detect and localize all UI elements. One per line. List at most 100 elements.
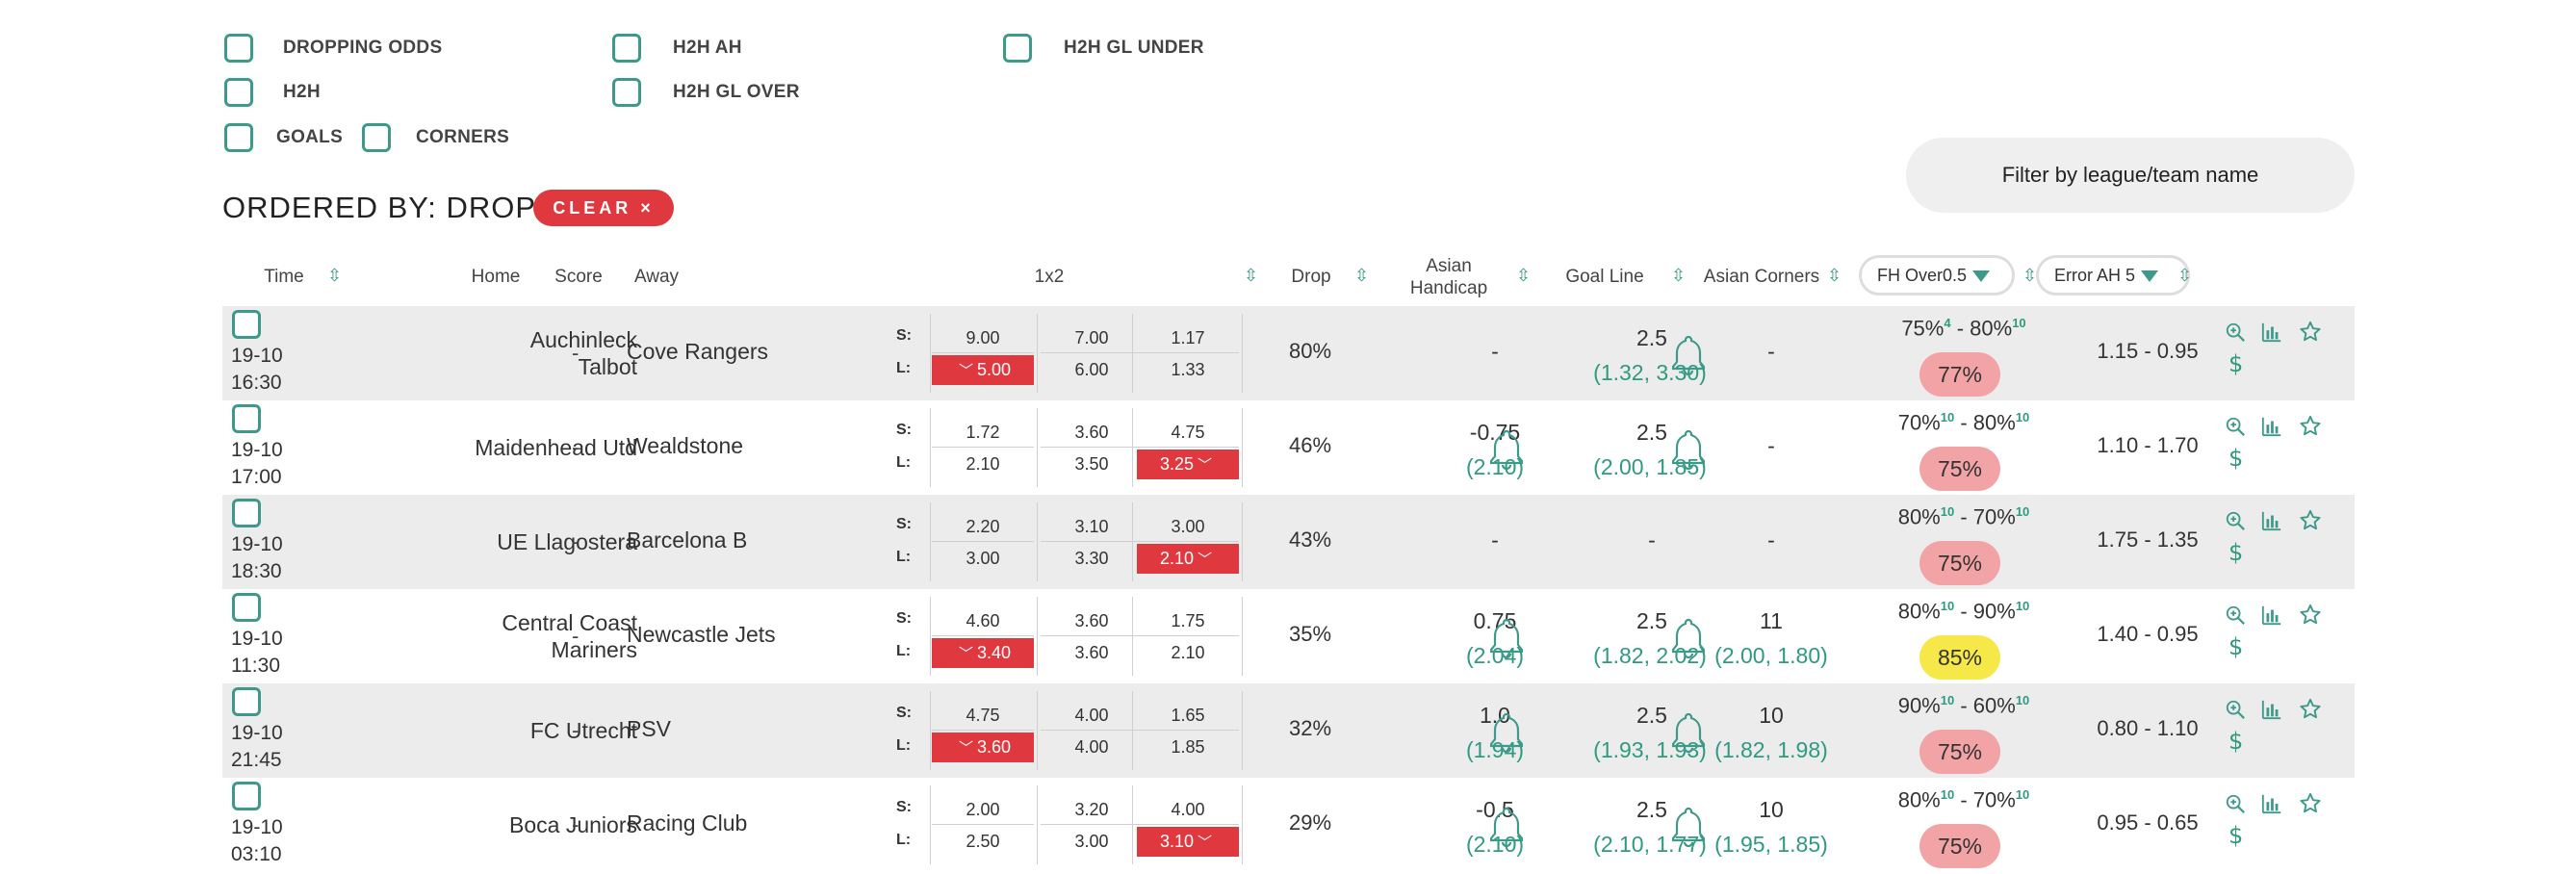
stats-chart-icon[interactable]	[2260, 416, 2283, 442]
filter-checkbox-dropping-odds[interactable]	[224, 34, 253, 63]
sort-drop-icon[interactable]: ⇳	[1354, 266, 1370, 285]
away-team[interactable]: Barcelona B	[627, 527, 748, 553]
row-checkbox[interactable]	[232, 782, 261, 810]
odds-row-divider	[1137, 352, 1239, 353]
home-team[interactable]: Auchinleck Talbot	[328, 306, 637, 400]
odds-divider	[1037, 314, 1038, 393]
match-date: 19-10	[231, 628, 283, 650]
fh-value-b: 60%	[1972, 693, 2016, 718]
asian-corners-odds: (1.95, 1.85)	[1714, 832, 1828, 857]
filter-checkbox-h2h-ah[interactable]	[612, 34, 641, 63]
odds-latest: 3.30	[1074, 549, 1109, 568]
odds-divider	[1132, 597, 1133, 676]
filter-checkbox-h2h-gl-over[interactable]	[612, 78, 641, 107]
home-team[interactable]: Maidenhead Utd	[328, 400, 637, 495]
stats-chart-icon[interactable]	[2260, 699, 2283, 725]
odds-latest: 2.50	[966, 832, 1000, 851]
sort-goal-line-icon[interactable]: ⇳	[1671, 266, 1687, 285]
away-team[interactable]: Wealdstone	[627, 433, 744, 458]
odds-start: 3.00	[1171, 517, 1205, 536]
odds-divider	[930, 502, 931, 581]
stats-chart-icon[interactable]	[2260, 321, 2283, 347]
bell-icon[interactable]	[1671, 710, 1706, 754]
sort-1x2-icon[interactable]: ⇳	[1244, 266, 1259, 285]
away-team[interactable]: Racing Club	[627, 810, 748, 835]
home-team[interactable]: Boca Juniors	[328, 778, 637, 872]
fh-value-b: 70%	[1972, 504, 2016, 529]
bell-icon[interactable]	[1489, 805, 1524, 848]
filter-checkbox-goals[interactable]	[224, 123, 253, 152]
favorite-star-icon[interactable]	[2299, 698, 2322, 725]
row-checkbox[interactable]	[232, 687, 261, 716]
row-checkbox[interactable]	[232, 593, 261, 622]
error-ah-select-dropdown[interactable]: Error AH 5	[2036, 255, 2190, 296]
home-team[interactable]: UE Llagostera	[328, 495, 637, 589]
asian-corners-line: -	[1767, 527, 1775, 553]
dollar-icon[interactable]: $	[2228, 445, 2244, 472]
row-checkbox[interactable]	[232, 404, 261, 433]
asian-corners-odds: (2.00, 1.80)	[1714, 643, 1828, 668]
sort-time-icon[interactable]: ⇳	[327, 266, 343, 285]
bell-icon[interactable]	[1489, 616, 1524, 659]
favorite-star-icon[interactable]	[2299, 792, 2322, 819]
drop-percent: 29%	[1289, 810, 1332, 835]
zoom-in-icon[interactable]	[2225, 416, 2246, 442]
asian-handicap-line: -	[1491, 527, 1499, 553]
league-team-filter-input[interactable]: Filter by league/team name	[1906, 138, 2355, 213]
favorite-star-icon[interactable]	[2299, 509, 2322, 536]
favorite-star-icon[interactable]	[2299, 604, 2322, 630]
dollar-icon[interactable]: $	[2228, 350, 2244, 377]
fh-value-b: 90%	[1972, 599, 2016, 624]
away-team[interactable]: PSV	[627, 716, 672, 741]
odds-divider	[1242, 597, 1243, 676]
stats-chart-icon[interactable]	[2260, 604, 2283, 630]
zoom-in-icon[interactable]	[2225, 699, 2246, 725]
sort-asian-handicap-icon[interactable]: ⇳	[1516, 266, 1532, 285]
bell-icon[interactable]	[1671, 333, 1706, 376]
odds-latest: 4.00	[1074, 737, 1109, 757]
row-checkbox[interactable]	[232, 499, 261, 527]
dollar-icon[interactable]: $	[2228, 822, 2244, 849]
match-datetime: 19-10 18:30	[231, 531, 283, 585]
away-team[interactable]: Cove Rangers	[627, 339, 769, 364]
bell-icon[interactable]	[1489, 427, 1524, 471]
bell-icon[interactable]	[1671, 616, 1706, 659]
sort-fh-icon[interactable]: ⇳	[2022, 266, 2038, 285]
dollar-icon[interactable]: $	[2228, 633, 2244, 660]
filter-checkbox-corners[interactable]	[362, 123, 391, 152]
header-time[interactable]: Time	[264, 267, 304, 287]
zoom-in-icon[interactable]	[2225, 321, 2246, 347]
fh-sample-b: 10	[2015, 787, 2030, 802]
bell-icon[interactable]	[1671, 427, 1706, 471]
filter-checkbox-h2h-gl-under[interactable]	[1003, 34, 1032, 63]
filter-checkbox-h2h[interactable]	[224, 78, 253, 107]
zoom-in-icon[interactable]	[2225, 604, 2246, 630]
odds-start: 1.75	[1171, 611, 1205, 630]
favorite-star-icon[interactable]	[2299, 321, 2322, 347]
home-team[interactable]: Central Coast Mariners	[328, 589, 637, 683]
match-time: 18:30	[231, 560, 282, 582]
drop-arrow-icon: ﹀	[958, 740, 973, 757]
fh-select-dropdown[interactable]: FH Over0.5	[1859, 255, 2015, 296]
favorite-star-icon[interactable]	[2299, 415, 2322, 442]
bell-icon[interactable]	[1671, 805, 1706, 848]
row-checkbox[interactable]	[232, 310, 261, 339]
clear-button[interactable]: CLEAR ×	[533, 190, 674, 226]
stats-chart-icon[interactable]	[2260, 793, 2283, 819]
home-team[interactable]: FC Utrecht	[328, 683, 637, 778]
goal-line-odds: (1.32, 3.30)	[1593, 360, 1707, 385]
goal-line: 2.5	[1636, 325, 1667, 350]
bell-icon[interactable]	[1489, 710, 1524, 754]
away-team[interactable]: Newcastle Jets	[627, 622, 776, 647]
zoom-in-icon[interactable]	[2225, 793, 2246, 819]
odds-row-divider	[1041, 352, 1143, 353]
dollar-icon[interactable]: $	[2228, 539, 2244, 566]
stats-chart-icon[interactable]	[2260, 510, 2283, 536]
drop-arrow-icon: ﹀	[1198, 457, 1213, 474]
header-away: Away	[633, 267, 680, 287]
sort-error-ah-icon[interactable]: ⇳	[2177, 266, 2193, 285]
asian-handicap-line: -0.75	[1469, 420, 1521, 445]
zoom-in-icon[interactable]	[2225, 510, 2246, 536]
dollar-icon[interactable]: $	[2228, 728, 2244, 755]
sort-asian-corners-icon[interactable]: ⇳	[1827, 266, 1842, 285]
